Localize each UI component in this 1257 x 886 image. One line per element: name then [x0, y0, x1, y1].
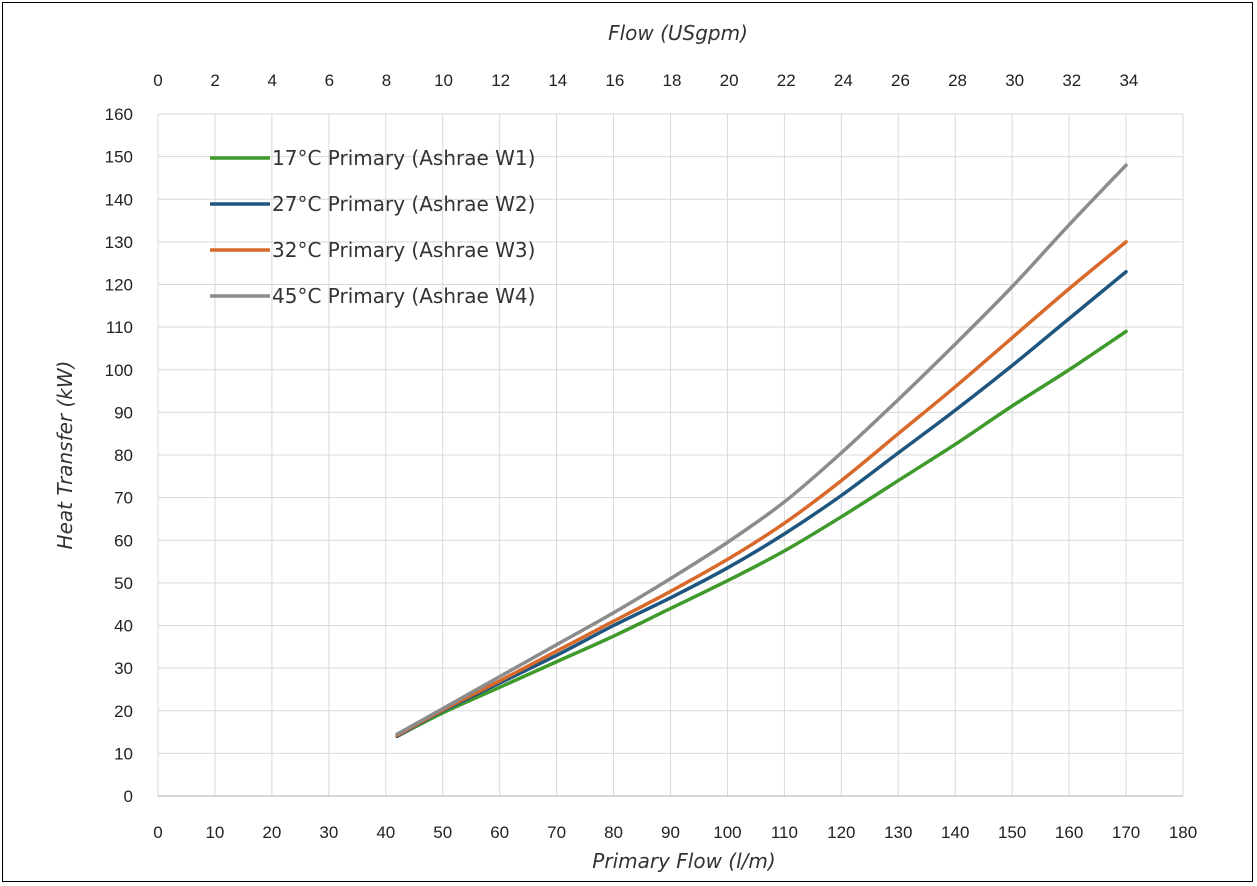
y-tick-label: 150 — [105, 148, 133, 167]
x2-tick-label: 34 — [1119, 71, 1138, 90]
x-tick-label: 0 — [153, 823, 162, 842]
x-tick-label: 70 — [547, 823, 566, 842]
series-line-1 — [395, 329, 1128, 739]
x-tick-label: 10 — [205, 823, 224, 842]
x-tick-label: 180 — [1169, 823, 1197, 842]
x-tick-label: 90 — [661, 823, 680, 842]
x2-tick-label: 32 — [1062, 71, 1081, 90]
x2-tick-label: 10 — [434, 71, 453, 90]
series-lines — [395, 163, 1128, 739]
y-tick-label: 80 — [114, 446, 133, 465]
x2-tick-label: 26 — [891, 71, 910, 90]
x-tick-label: 20 — [262, 823, 281, 842]
legend: 17°C Primary (Ashrae W1) 27°C Primary (As… — [210, 146, 535, 308]
y-tick-label: 160 — [105, 105, 133, 124]
y-tick-label: 140 — [105, 190, 133, 209]
x2-tick-label: 16 — [605, 71, 624, 90]
x2-tick-label: 24 — [834, 71, 853, 90]
x2-tick-label: 20 — [720, 71, 739, 90]
y-tick-label: 130 — [105, 233, 133, 252]
y-tick-label: 20 — [114, 702, 133, 721]
y-tick-label: 70 — [114, 489, 133, 508]
series-line-2 — [395, 269, 1128, 739]
legend-label-2: 27°C Primary (Ashrae W2) — [272, 192, 535, 216]
x2-axis-ticks: 0 2 4 6 8 10 12 14 16 18 20 22 24 26 28 30 32 34 — [153, 71, 1138, 90]
grid-lines — [157, 113, 1184, 797]
y-tick-label: 100 — [105, 361, 133, 380]
x2-axis-title: Flow (USgpm) — [608, 21, 748, 45]
x-tick-label: 170 — [1112, 823, 1140, 842]
y-tick-label: 60 — [114, 531, 133, 550]
x2-tick-label: 28 — [948, 71, 967, 90]
y-tick-label: 50 — [114, 574, 133, 593]
x-tick-label: 100 — [713, 823, 741, 842]
x2-tick-label: 12 — [491, 71, 510, 90]
x-tick-label: 60 — [490, 823, 509, 842]
y-tick-label: 110 — [106, 318, 133, 337]
x-tick-label: 140 — [941, 823, 969, 842]
x2-tick-label: 22 — [777, 71, 796, 90]
y-axis-title: Heat Transfer (kW) — [53, 361, 77, 550]
x2-tick-label: 0 — [153, 71, 162, 90]
x2-tick-label: 14 — [548, 71, 567, 90]
y-tick-label: 90 — [114, 403, 133, 422]
x-tick-label: 160 — [1055, 823, 1083, 842]
x-tick-label: 40 — [376, 823, 395, 842]
y-tick-label: 120 — [105, 276, 133, 295]
y-tick-label: 0 — [124, 787, 133, 806]
x2-tick-label: 2 — [210, 71, 219, 90]
x-tick-label: 130 — [884, 823, 912, 842]
legend-label-3: 32°C Primary (Ashrae W3) — [272, 238, 535, 262]
legend-label-4: 45°C Primary (Ashrae W4) — [272, 284, 535, 308]
x-tick-label: 110 — [771, 823, 798, 842]
x-axis-ticks: 0 10 20 30 40 50 60 70 80 90 100 110 120 130 140 150 160… — [153, 823, 1197, 842]
x-tick-label: 30 — [319, 823, 338, 842]
x-tick-label: 120 — [827, 823, 855, 842]
x-tick-label: 50 — [433, 823, 452, 842]
y-tick-label: 40 — [114, 617, 133, 636]
x2-tick-label: 30 — [1005, 71, 1024, 90]
x2-tick-label: 18 — [663, 71, 682, 90]
x2-tick-label: 8 — [382, 71, 391, 90]
x-tick-label: 150 — [998, 823, 1026, 842]
y-axis-ticks: 0 10 20 30 40 50 60 70 80 90 100 110 120 130 140 150 160 — [105, 105, 133, 806]
legend-label-1: 17°C Primary (Ashrae W1) — [272, 146, 535, 170]
x2-tick-label: 4 — [267, 71, 276, 90]
x2-tick-label: 6 — [325, 71, 334, 90]
y-tick-label: 30 — [114, 659, 133, 678]
series-line-3 — [395, 240, 1128, 738]
x-axis-title: Primary Flow (l/m) — [592, 849, 775, 873]
x-tick-label: 80 — [604, 823, 623, 842]
y-tick-label: 10 — [114, 744, 133, 763]
series-line-4 — [395, 163, 1128, 736]
